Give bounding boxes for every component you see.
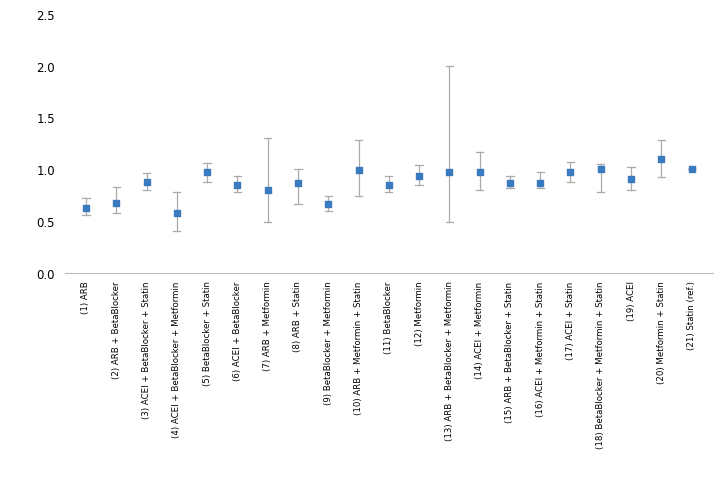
Point	[262, 186, 274, 194]
Point	[534, 180, 546, 187]
Point	[202, 169, 213, 177]
Point	[504, 180, 516, 187]
Point	[656, 156, 667, 163]
Point	[383, 182, 395, 189]
Point	[595, 166, 606, 174]
Point	[80, 204, 91, 212]
Point	[353, 167, 364, 175]
Point	[232, 182, 243, 189]
Point	[171, 209, 183, 217]
Point	[141, 178, 153, 186]
Point	[474, 169, 485, 177]
Point	[444, 169, 455, 177]
Point	[323, 201, 334, 209]
Point	[110, 200, 122, 208]
Point	[564, 169, 576, 177]
Point	[413, 173, 425, 181]
Point	[292, 180, 304, 187]
Point	[686, 166, 698, 174]
Point	[625, 175, 636, 183]
